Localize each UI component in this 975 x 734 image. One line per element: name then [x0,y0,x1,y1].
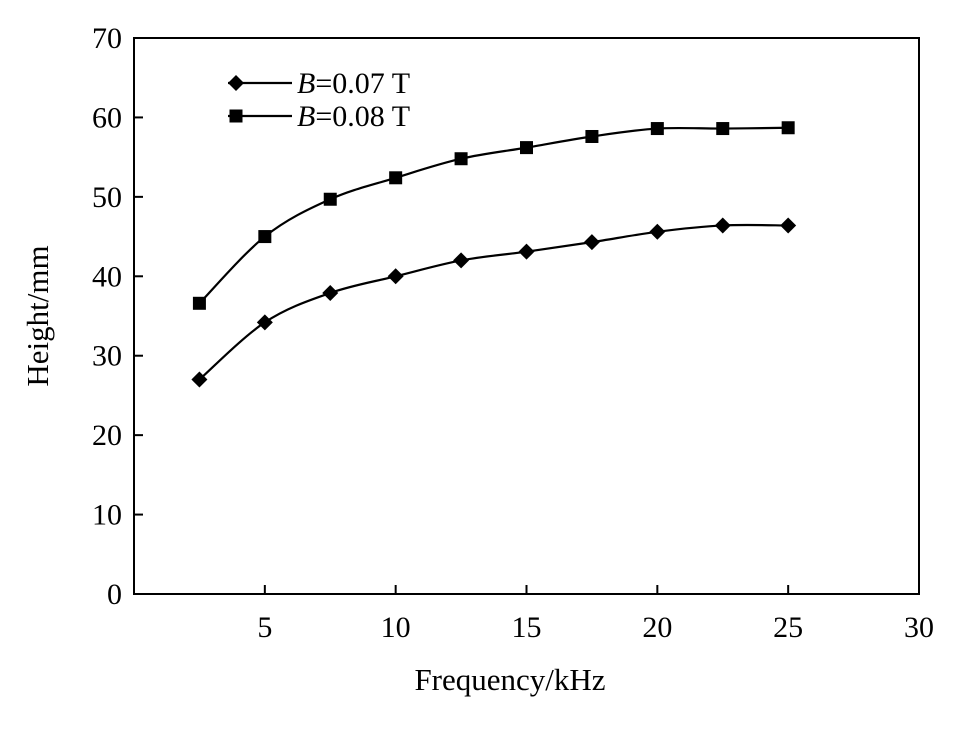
data-point [650,122,664,136]
plot-area-frame [133,37,920,595]
data-point [453,252,470,269]
data-point [520,141,533,155]
data-point [192,296,206,310]
y-axis: 0 10 20 30 40 50 60 70 [92,22,143,611]
series-b-0-07 [191,217,797,388]
y-tick-label: 70 [92,22,122,55]
data-point [258,230,272,244]
legend-item: B=0.07 T [228,67,410,100]
legend-item: B=0.08 T [228,100,410,133]
data-point [649,223,666,240]
legend-marker [228,75,244,91]
data-point [585,129,599,143]
data-point [322,284,339,301]
data-point [518,243,535,260]
series-line [198,126,789,305]
legend-label: B=0.07 T [297,67,410,100]
data-point [191,371,208,388]
data-point [387,268,404,285]
data-point [780,217,797,234]
series-b-0-08 [192,121,795,310]
y-tick-label: 0 [107,578,122,611]
y-tick-label: 10 [92,499,122,532]
y-tick-label: 20 [92,419,122,452]
data-point [323,192,337,206]
series-line [198,223,789,381]
data-point [716,122,730,136]
x-tick-label: 15 [512,611,542,644]
x-tick-label: 10 [381,611,411,644]
data-point [714,217,731,234]
y-tick-label: 50 [92,181,122,214]
y-tick-label: 60 [92,101,122,134]
x-tick-label: 25 [773,611,803,644]
y-tick-label: 30 [92,340,122,373]
data-point [389,171,403,185]
x-axis-title: Frequency/kHz [414,662,605,697]
data-point [781,121,795,135]
y-tick-label: 40 [92,260,122,293]
data-point [583,234,600,251]
series-layer [191,121,797,388]
x-tick-label: 5 [257,611,272,644]
x-tick-label: 30 [904,611,934,644]
y-axis-title: Height/mm [20,245,55,386]
legend-marker [229,109,243,123]
x-tick-label: 20 [642,611,672,644]
data-point [454,152,468,166]
legend-label: B=0.08 T [297,100,410,133]
x-axis: 5 10 15 20 25 30 [257,585,934,644]
legend: B=0.07 TB=0.08 T [228,67,410,133]
data-point [256,314,273,331]
